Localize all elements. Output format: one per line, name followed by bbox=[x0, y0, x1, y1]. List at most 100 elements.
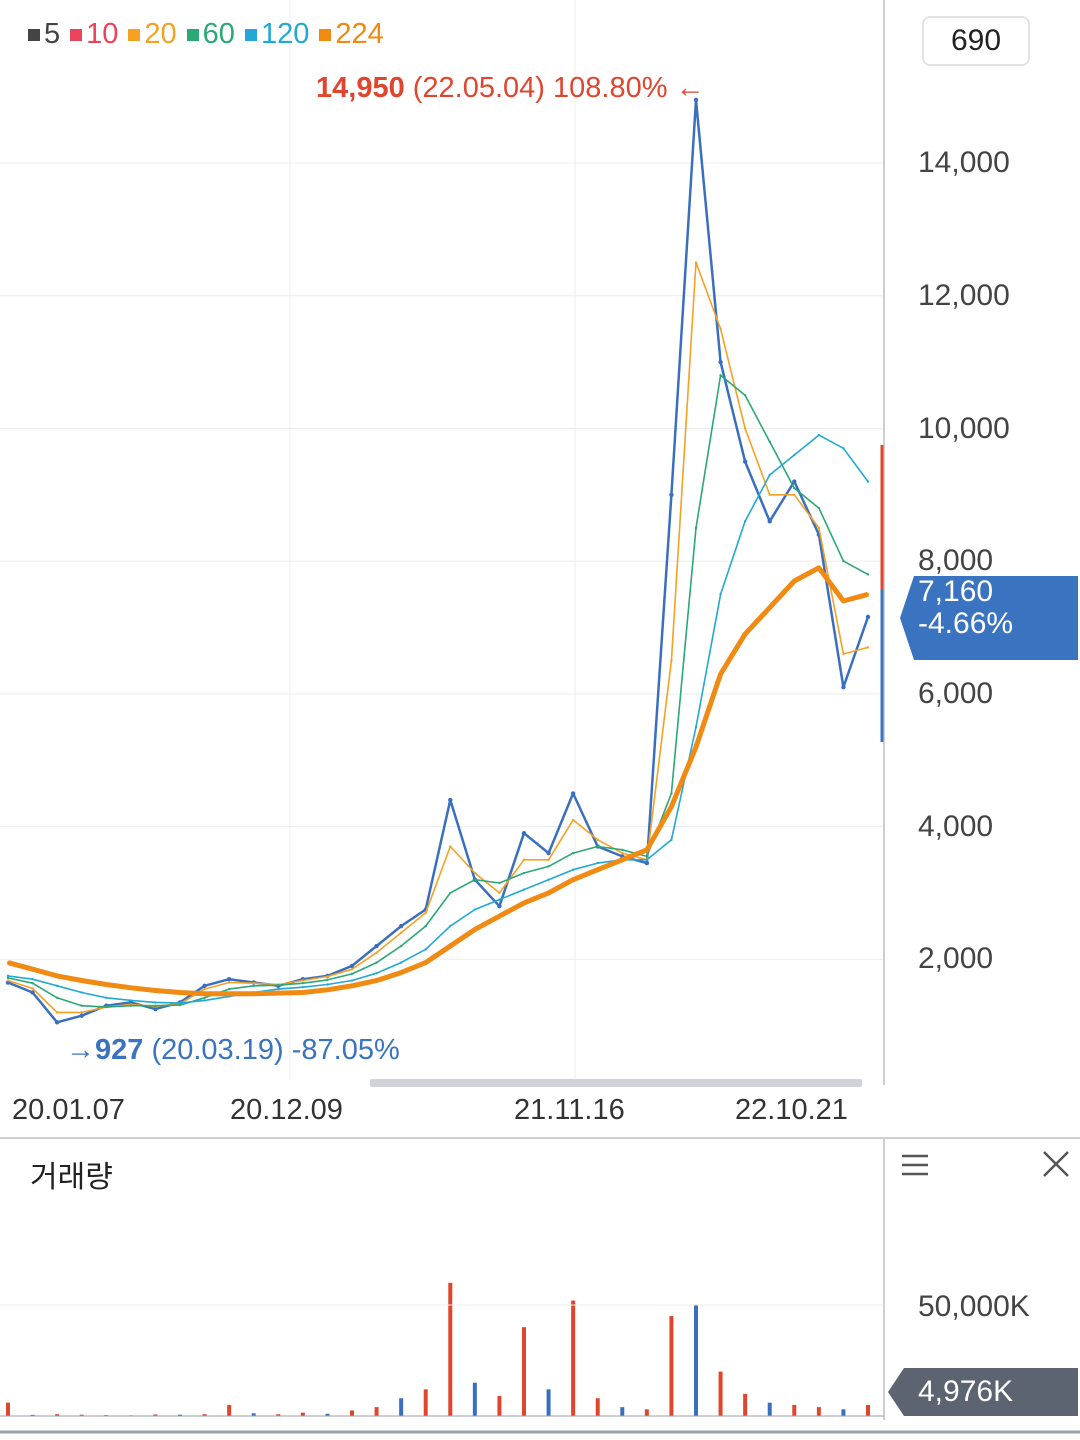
low-annotation: →927 (20.03.19) -87.05% bbox=[66, 1034, 400, 1067]
series-point-60 bbox=[252, 984, 255, 988]
series-point-5 bbox=[79, 1013, 84, 1018]
series-point-60 bbox=[768, 440, 771, 443]
current-price: 7,160 bbox=[918, 575, 994, 608]
series-point-224 bbox=[154, 989, 157, 992]
series-point-20 bbox=[743, 427, 747, 430]
legend-item-120[interactable]: 120 bbox=[244, 18, 310, 51]
series-point-60 bbox=[522, 871, 526, 875]
series-point-60 bbox=[31, 981, 34, 985]
series-point-224 bbox=[621, 858, 624, 861]
price-change: -4.66% bbox=[918, 607, 1014, 640]
period-count-box[interactable]: 690 bbox=[922, 16, 1030, 66]
volume-tag-value: 4,976K bbox=[918, 1375, 1014, 1408]
legend-item-10[interactable]: 10 bbox=[70, 18, 118, 51]
series-point-120 bbox=[6, 974, 10, 978]
y-tick-label: 14,000 bbox=[918, 146, 1010, 179]
legend-swatch-5 bbox=[28, 28, 40, 41]
close-icon[interactable] bbox=[1040, 1148, 1072, 1180]
series-point-5 bbox=[767, 519, 772, 524]
series-point-60 bbox=[694, 526, 698, 530]
series-point-5 bbox=[521, 831, 527, 836]
series-point-120 bbox=[301, 985, 305, 989]
legend-label-20: 20 bbox=[144, 18, 177, 50]
series-point-224 bbox=[645, 848, 649, 851]
volume-bar bbox=[718, 1371, 723, 1416]
series-point-20 bbox=[399, 931, 403, 934]
series-line-60 bbox=[7, 374, 869, 1008]
series-point-60 bbox=[350, 972, 354, 976]
series-point-120 bbox=[80, 991, 83, 994]
series-point-120 bbox=[743, 520, 747, 523]
series-line-20 bbox=[7, 261, 869, 1014]
series-point-5 bbox=[349, 963, 355, 969]
series-point-60 bbox=[399, 944, 403, 948]
series-point-60 bbox=[105, 1005, 108, 1009]
series-point-20 bbox=[301, 979, 305, 982]
series-point-120 bbox=[719, 593, 722, 596]
series-point-20 bbox=[498, 891, 501, 895]
series-point-5 bbox=[54, 1020, 60, 1025]
series-point-60 bbox=[743, 394, 747, 397]
low-date: (20.03.19) bbox=[151, 1034, 284, 1066]
legend-item-60[interactable]: 60 bbox=[186, 18, 235, 51]
volume-bar bbox=[399, 1398, 404, 1416]
x-tick-label: 21.11.16 bbox=[514, 1094, 625, 1126]
legend-item-224[interactable]: 224 bbox=[319, 18, 384, 51]
series-point-224 bbox=[55, 974, 59, 978]
current-price-tag: 7,160 -4.66% bbox=[900, 576, 1078, 660]
series-point-60 bbox=[203, 996, 206, 999]
volume-bar bbox=[251, 1413, 256, 1416]
series-point-120 bbox=[31, 977, 34, 981]
series-point-224 bbox=[670, 805, 673, 808]
series-point-120 bbox=[154, 1001, 157, 1004]
series-point-60 bbox=[424, 924, 427, 928]
series-point-224 bbox=[178, 991, 182, 994]
y-tick-label: 2,000 bbox=[918, 942, 994, 975]
volume-bar bbox=[153, 1414, 158, 1416]
legend-item-5[interactable]: 5 bbox=[28, 18, 60, 51]
series-point-224 bbox=[129, 986, 133, 990]
series-point-224 bbox=[203, 992, 206, 995]
volume-bar bbox=[841, 1409, 846, 1416]
series-point-120 bbox=[694, 725, 698, 729]
volume-bar bbox=[6, 1402, 10, 1416]
volume-bar bbox=[202, 1414, 207, 1416]
series-point-5 bbox=[497, 904, 502, 909]
volume-bar bbox=[595, 1398, 600, 1416]
series-point-120 bbox=[645, 858, 649, 861]
close-icon-graphic bbox=[1043, 1151, 1069, 1177]
series-point-224 bbox=[277, 991, 280, 995]
menu-icon-graphic bbox=[902, 1154, 928, 1176]
legend-label-120: 120 bbox=[260, 18, 310, 50]
series-point-60 bbox=[793, 486, 796, 490]
series-point-60 bbox=[571, 851, 575, 855]
series-point-60 bbox=[817, 506, 821, 510]
series-point-60 bbox=[645, 855, 649, 858]
series-point-224 bbox=[473, 928, 477, 931]
series-point-120 bbox=[768, 473, 771, 477]
series-point-224 bbox=[719, 672, 722, 676]
scrollbar bbox=[370, 1079, 862, 1087]
series-point-224 bbox=[694, 745, 698, 749]
period-count: 690 bbox=[950, 24, 1002, 57]
series-point-224 bbox=[350, 984, 354, 988]
series-point-224 bbox=[449, 944, 452, 948]
series-point-60 bbox=[449, 891, 452, 895]
series-point-5 bbox=[398, 923, 404, 929]
volume-bar bbox=[767, 1402, 772, 1416]
series-point-60 bbox=[596, 845, 599, 848]
series-point-60 bbox=[473, 878, 477, 881]
menu-icon[interactable] bbox=[900, 1150, 930, 1180]
series-point-60 bbox=[547, 865, 550, 868]
series-point-60 bbox=[670, 792, 673, 795]
low-value: 927 bbox=[95, 1034, 144, 1066]
volume-bar bbox=[300, 1412, 305, 1416]
y-tick-label: 4,000 bbox=[918, 810, 994, 843]
series-point-20 bbox=[719, 327, 722, 331]
legend-item-20[interactable]: 20 bbox=[128, 18, 177, 51]
legend-swatch-10 bbox=[70, 28, 83, 41]
series-point-20 bbox=[793, 493, 796, 496]
series-point-224 bbox=[80, 979, 83, 982]
volume-panel-title: 거래량 bbox=[30, 1161, 113, 1194]
